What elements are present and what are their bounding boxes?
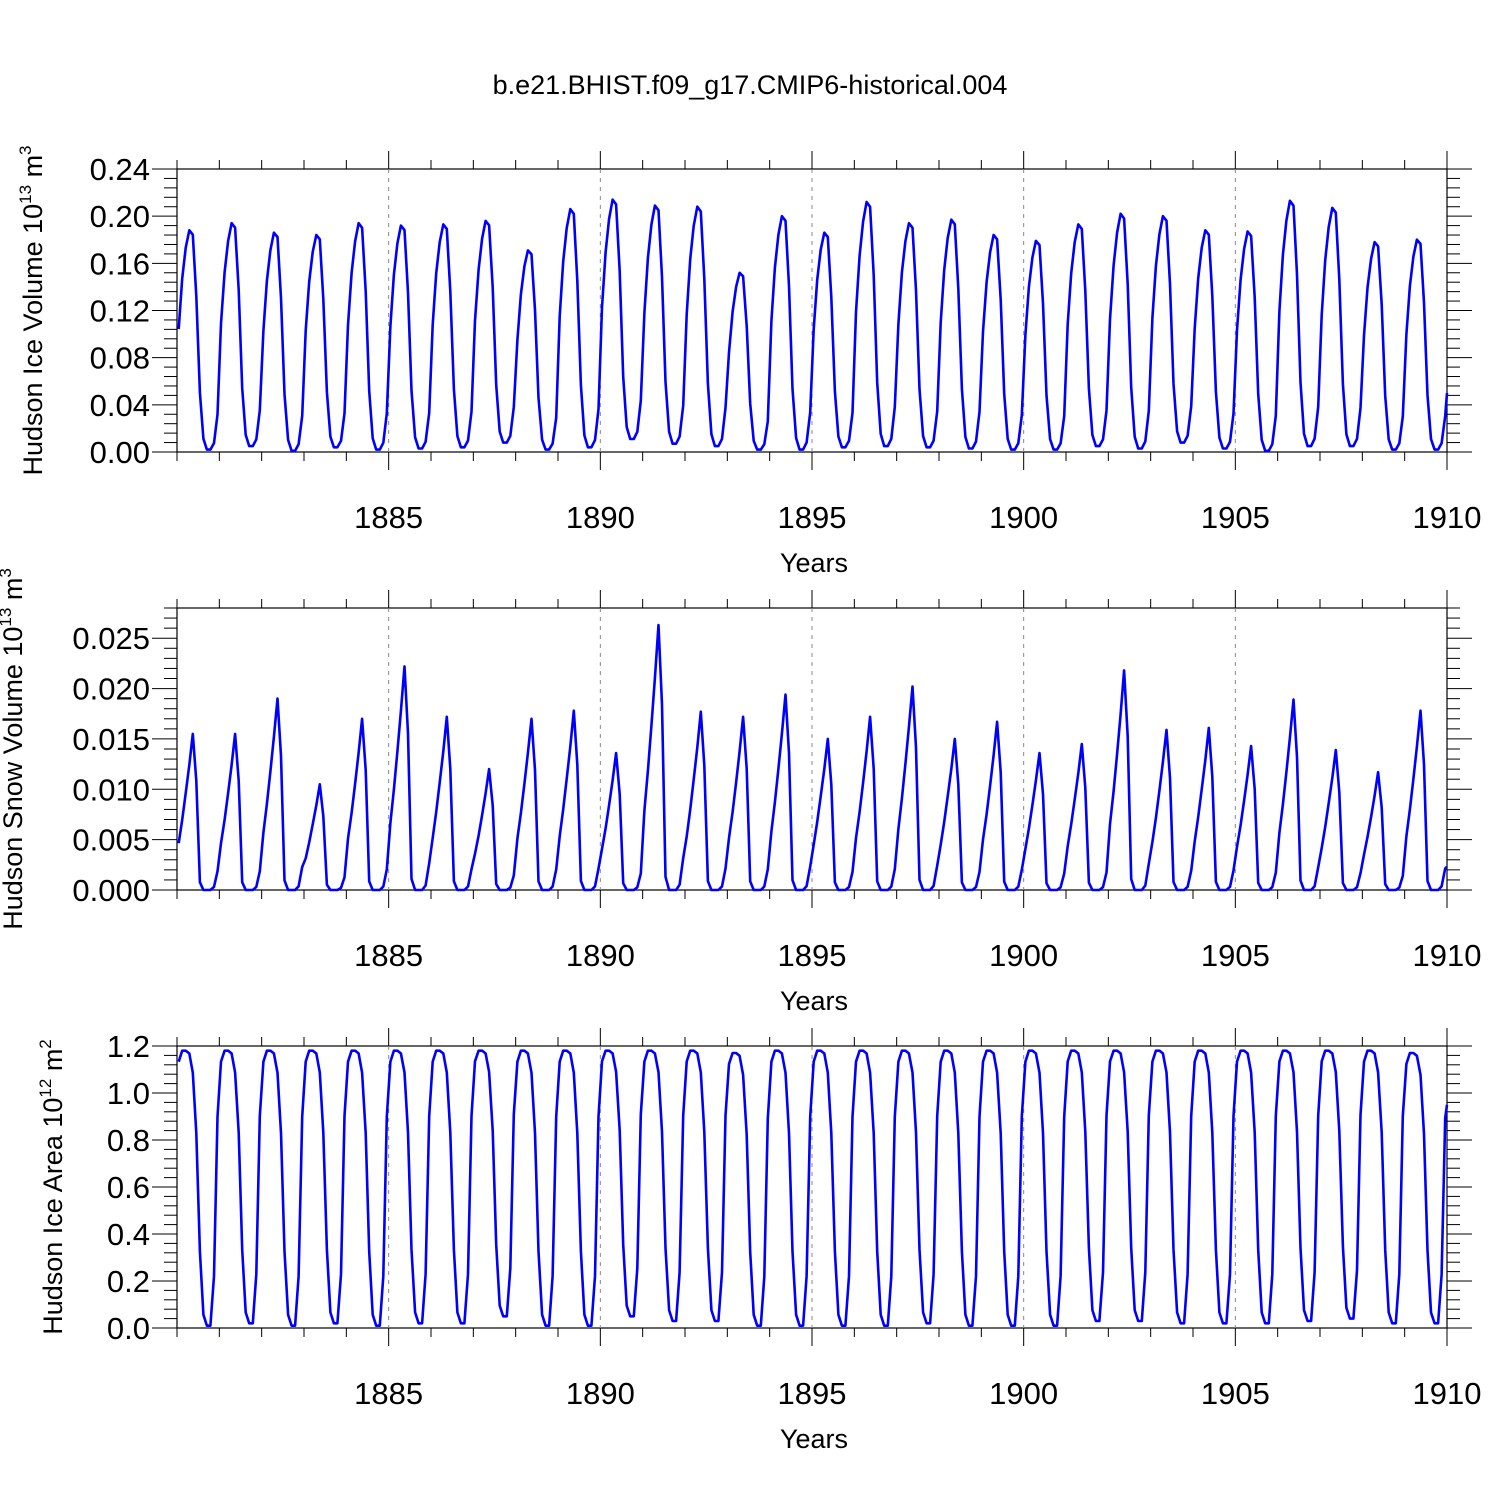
- y-axis-title: Hudson Ice Volume 1013 m3: [16, 145, 48, 475]
- y-tick-label: 0.6: [107, 1170, 150, 1205]
- x-tick-label: 1885: [354, 1376, 423, 1411]
- y-axis-title-exponent: 13: [16, 185, 35, 204]
- y-tick-label: 0.0: [107, 1311, 150, 1346]
- y-tick-label: 0.015: [72, 722, 150, 757]
- y-tick-label: 0.005: [72, 823, 150, 858]
- y-axis-title-unit-exponent: 2: [36, 1039, 55, 1048]
- y-tick-label: 0.08: [90, 341, 150, 376]
- y-tick-label: 0.16: [90, 246, 150, 281]
- y-tick-label: 1.2: [107, 1029, 150, 1064]
- x-tick-label: 1905: [1201, 938, 1270, 973]
- y-tick-label: 0.2: [107, 1264, 150, 1299]
- x-tick-label: 1910: [1413, 938, 1482, 973]
- x-tick-label: 1895: [778, 938, 847, 973]
- x-tick-label: 1885: [354, 938, 423, 973]
- y-tick-label: 0.020: [72, 672, 150, 707]
- x-tick-label: 1890: [566, 500, 635, 535]
- x-tick-label: 1890: [566, 1376, 635, 1411]
- y-axis-title-exponent: 12: [36, 1079, 55, 1098]
- x-tick-label: 1885: [354, 500, 423, 535]
- panel-2: 0.000 0.005 0.010 0.015 0.020 0.025 1885 1890 18…: [0, 568, 1481, 1016]
- panel-1: 0.00 0.04 0.08 0.12 0.16 0.20 0.24 1885 1890 1895…: [16, 145, 1481, 578]
- y-tick-label: 0.8: [107, 1123, 150, 1158]
- y-axis-title-unit: m: [0, 578, 28, 608]
- y-axis-title-exponent: 13: [0, 608, 15, 627]
- x-tick-label: 1905: [1201, 1376, 1270, 1411]
- y-axis-title-unit-exponent: 3: [0, 568, 15, 577]
- x-axis-title: Years: [780, 1424, 848, 1454]
- figure-title: b.e21.BHIST.f09_g17.CMIP6-historical.004: [492, 70, 1008, 100]
- series-line: [177, 623, 1448, 892]
- series-line: [177, 198, 1449, 453]
- y-axis-title-text: Hudson Snow Volume 10: [0, 627, 28, 930]
- y-tick-label: 0.24: [90, 152, 150, 187]
- y-axis-title-unit: m: [18, 155, 48, 185]
- y-axis-title-unit: m: [38, 1049, 68, 1079]
- y-tick-label: 0.00: [90, 435, 150, 470]
- y-tick-label: 0.000: [72, 873, 150, 908]
- y-tick-label: 0.04: [90, 388, 150, 423]
- x-axis-title: Years: [780, 548, 848, 578]
- y-tick-label: 0.010: [72, 772, 150, 807]
- x-tick-label: 1890: [566, 938, 635, 973]
- panel-3: 0.0 0.2 0.4 0.6 0.8 1.0 1.2 1885 1890 1895 1900 190…: [36, 1028, 1481, 1454]
- x-tick-label: 1900: [989, 938, 1058, 973]
- y-tick-label: 0.4: [107, 1217, 150, 1252]
- y-axis-title: Hudson Snow Volume 1013 m3: [0, 568, 28, 930]
- y-axis-title: Hudson Ice Area 1012 m2: [36, 1039, 68, 1335]
- y-tick-label: 0.025: [72, 621, 150, 656]
- y-axis-title-text: Hudson Ice Area 10: [38, 1098, 68, 1335]
- y-tick-label: 1.0: [107, 1076, 150, 1111]
- x-tick-label: 1905: [1201, 500, 1270, 535]
- x-tick-label: 1895: [778, 1376, 847, 1411]
- x-tick-label: 1900: [989, 500, 1058, 535]
- x-axis-title: Years: [780, 986, 848, 1016]
- y-tick-label: 0.20: [90, 199, 150, 234]
- y-tick-label: 0.12: [90, 293, 150, 328]
- series-line: [177, 1049, 1449, 1327]
- x-tick-label: 1900: [989, 1376, 1058, 1411]
- x-tick-label: 1910: [1413, 500, 1482, 535]
- x-tick-label: 1910: [1413, 1376, 1482, 1411]
- y-axis-title-unit-exponent: 3: [16, 145, 35, 154]
- y-axis-title-text: Hudson Ice Volume 10: [18, 204, 48, 476]
- x-tick-label: 1895: [778, 500, 847, 535]
